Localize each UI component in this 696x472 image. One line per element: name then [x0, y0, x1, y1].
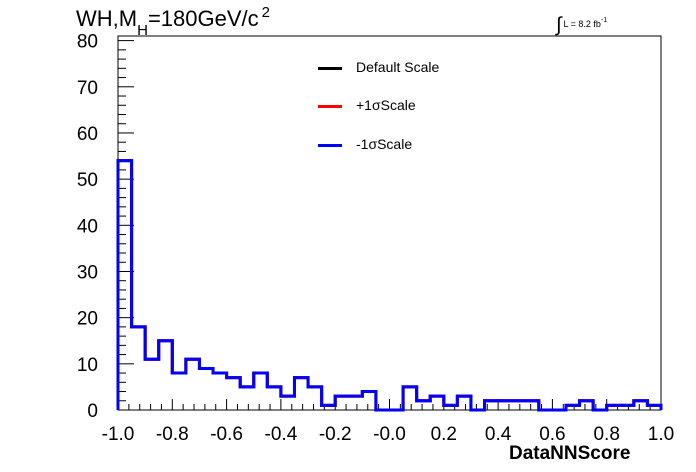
x-tick-label: 0.4 — [485, 424, 512, 445]
luminosity-text: L = 8.2 fb — [563, 19, 601, 29]
legend-label-default: Default Scale — [356, 59, 440, 75]
integral-symbol: ∫ — [556, 14, 562, 36]
title-rest: =180GeV/c — [147, 6, 259, 31]
title-main: WH,M — [76, 6, 138, 31]
y-tick-label: 60 — [77, 124, 98, 145]
legend-label-plus1sigma: +1σScale — [356, 97, 416, 113]
x-tick-label: -0.0 — [373, 424, 406, 445]
y-tick-label: 10 — [77, 355, 98, 376]
y-axis: 0 10 20 30 40 50 60 70 80 — [77, 32, 134, 422]
legend-swatch-minus1sigma — [318, 144, 342, 147]
histogram-series — [116, 159, 663, 412]
x-tick-label: -0.6 — [210, 424, 243, 445]
x-tick-label: -1.0 — [102, 424, 135, 445]
y-tick-label: 50 — [77, 170, 98, 191]
x-axis-title: DataNNScore — [509, 443, 631, 464]
legend-entry-minus1sigma: -1σScale — [318, 135, 478, 155]
series-minus1sigma-scale — [116, 159, 663, 412]
luminosity-superscript: -1 — [600, 17, 608, 24]
x-tick-label: 0.6 — [539, 424, 565, 445]
title-subscript: H — [137, 22, 148, 39]
y-tick-label: 0 — [87, 401, 98, 422]
y-tick-label: 30 — [77, 262, 98, 283]
y-tick-label: 80 — [77, 32, 98, 53]
x-tick-label: -0.4 — [265, 424, 298, 445]
legend-entry-default: Default Scale — [318, 58, 478, 78]
title-superscript: 2 — [261, 4, 270, 21]
chart-title: WH,MH=180GeV/c 2 — [76, 4, 270, 39]
legend-entry-plus1sigma: +1σScale — [318, 96, 478, 116]
x-tick-label: 0.2 — [431, 424, 457, 445]
legend-swatch-default — [318, 67, 342, 70]
legend-label-minus1sigma: -1σScale — [356, 136, 413, 152]
x-tick-label: 0.8 — [593, 424, 619, 445]
y-tick-label: 70 — [77, 78, 98, 99]
y-tick-label: 20 — [77, 309, 98, 330]
x-tick-label: -0.8 — [156, 424, 189, 445]
x-axis: -1.0 -0.8 -0.6 -0.4 -0.2 -0.0 0.2 0.4 0.6 0.8 1.0 — [102, 399, 674, 445]
luminosity-label: ∫ L = 8.2 fb-1 — [556, 10, 608, 36]
y-tick-label: 40 — [77, 216, 98, 237]
x-tick-label: -0.2 — [319, 424, 352, 445]
legend-swatch-plus1sigma — [318, 105, 342, 108]
x-tick-label: 1.0 — [648, 424, 674, 445]
